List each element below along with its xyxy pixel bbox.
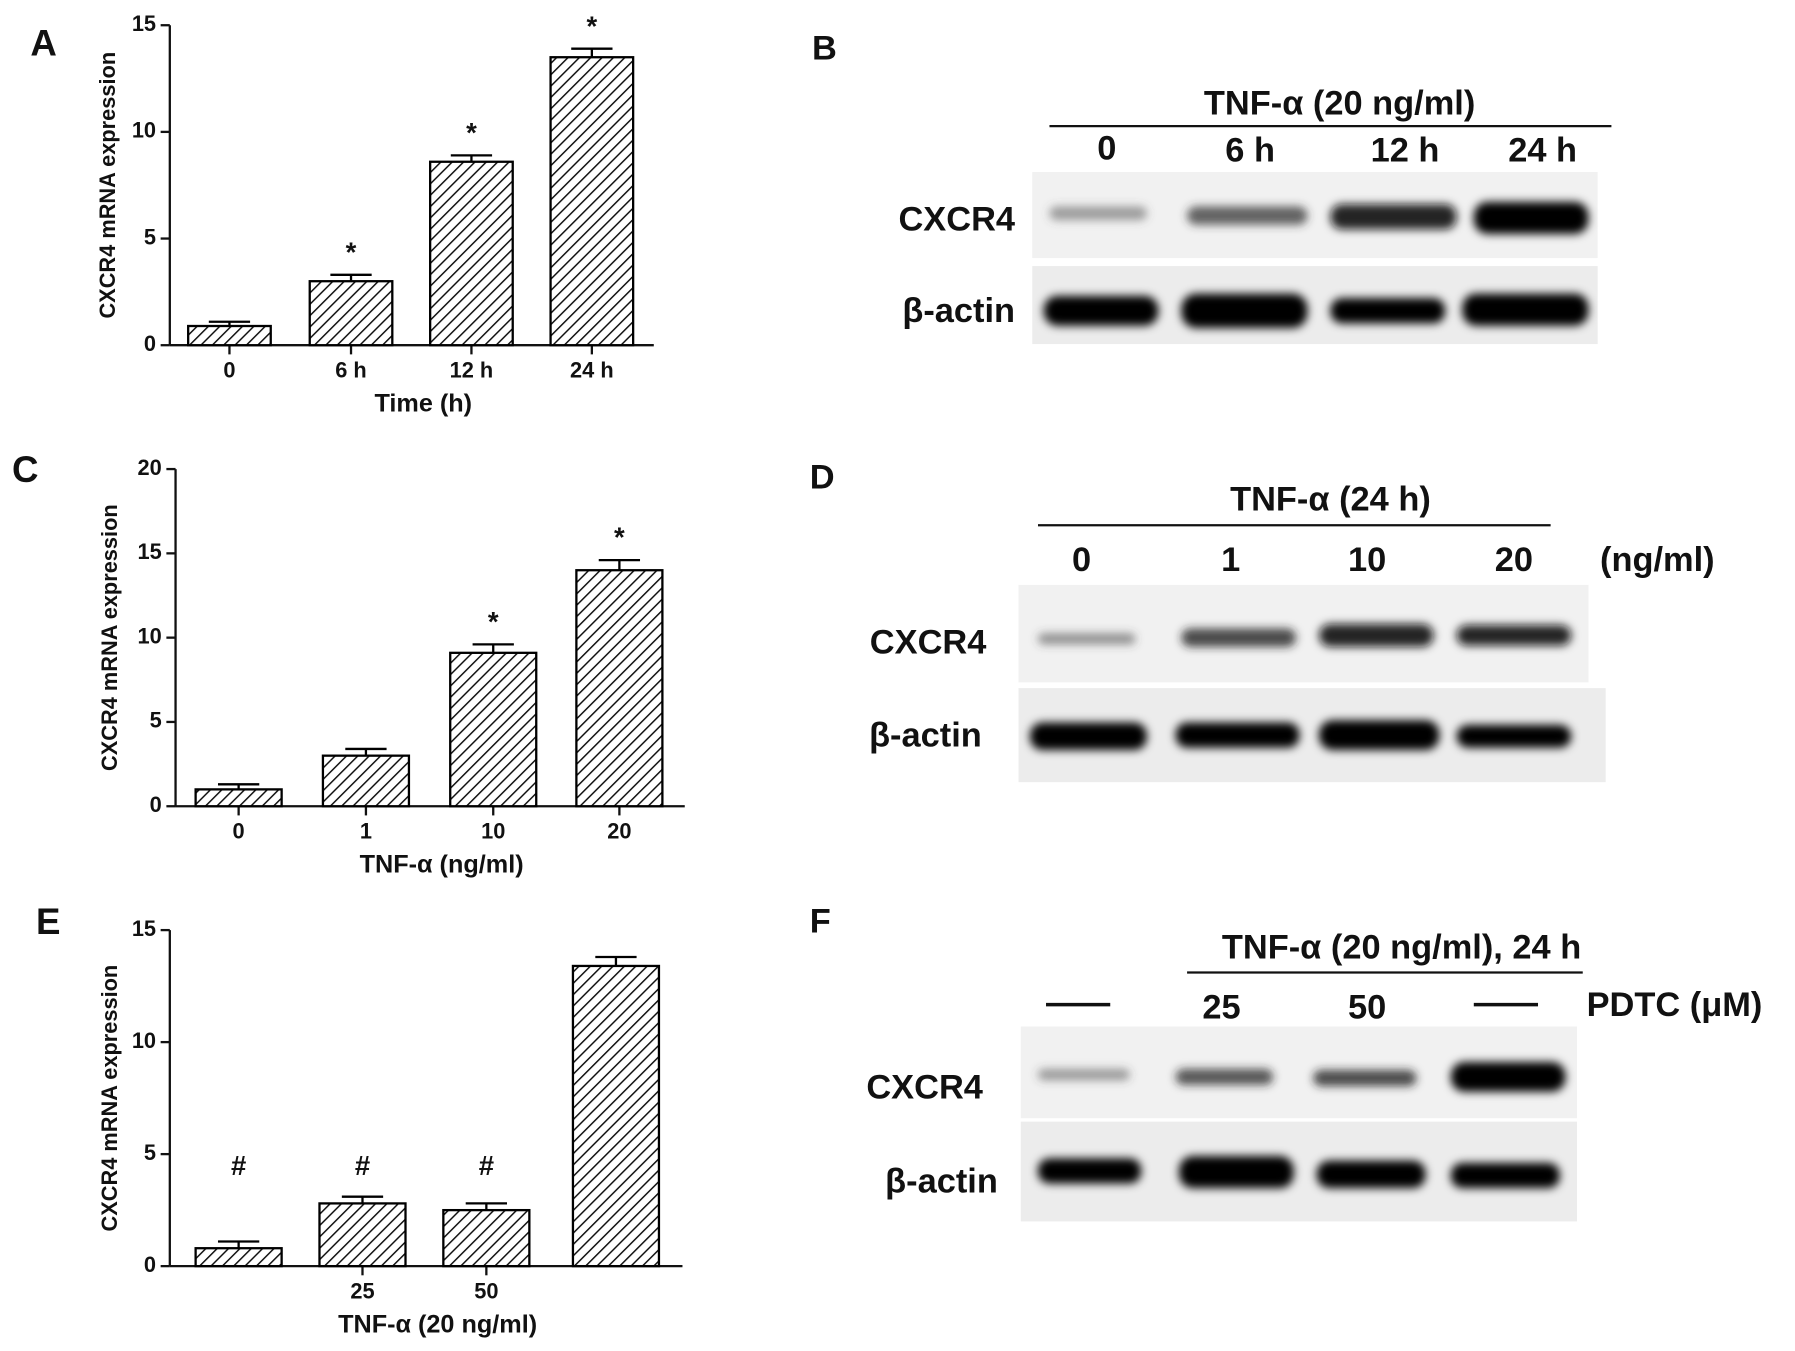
significance-mark: * [466, 117, 477, 148]
error-bar [208, 320, 251, 327]
y-axis-label: CXCR4 mRNA expression [97, 504, 122, 771]
bar [429, 160, 514, 347]
panel-label: E [36, 901, 60, 942]
x-axis-label: TNF-α (ng/ml) [360, 851, 524, 879]
blot-b: B TNF-α (20 ng/ml) 0 6 h 12 h 24 h CXCR4… [812, 30, 1612, 345]
bar [449, 651, 538, 808]
y-tick-label: 0 [150, 792, 162, 817]
bar [442, 1208, 531, 1268]
row-label: β-actin [885, 1163, 998, 1201]
bar [308, 280, 394, 347]
lane-label: 1 [1221, 541, 1240, 579]
x-tick-label: 20 [607, 818, 631, 843]
row-label: β-actin [869, 717, 982, 755]
error-bar [345, 747, 387, 756]
error-bar [465, 1202, 507, 1211]
panel-label: F [810, 902, 831, 940]
panel-label: A [30, 23, 57, 64]
error-bar [450, 154, 493, 162]
row-label: CXCR4 [898, 200, 1015, 238]
blot-header: TNF-α (20 ng/ml) [1204, 85, 1475, 123]
y-tick-label: 5 [150, 708, 162, 733]
y-tick-label: 15 [132, 11, 156, 36]
y-tick-label: 10 [132, 1028, 156, 1053]
significance-mark: * [587, 10, 598, 41]
bar [575, 569, 664, 808]
blot-header: TNF-α (20 ng/ml), 24 h [1222, 929, 1581, 967]
y-tick-label: 20 [138, 455, 162, 480]
row-label: CXCR4 [866, 1069, 983, 1107]
x-tick-label: 0 [223, 357, 235, 382]
y-tick-label: 10 [132, 118, 156, 143]
y-tick-label: 0 [144, 1252, 156, 1277]
lane-label: 0 [1072, 541, 1091, 579]
error-bar [595, 955, 637, 966]
lane-label: 25 [1202, 988, 1240, 1026]
significance-mark: * [346, 236, 357, 267]
row-label: CXCR4 [870, 624, 987, 662]
error-bar [341, 1195, 384, 1204]
bar [194, 1247, 283, 1268]
bar [194, 788, 283, 808]
y-axis-label: CXCR4 mRNA expression [97, 965, 122, 1232]
panel-label: D [810, 458, 835, 496]
bar [318, 1202, 407, 1268]
lane-label: 50 [1348, 988, 1386, 1026]
lane-label: 24 h [1508, 132, 1577, 170]
significance-mark: # [355, 1150, 370, 1181]
x-tick-label: 50 [474, 1278, 498, 1303]
bar [549, 56, 635, 347]
row-label: β-actin [902, 292, 1015, 330]
x-tick-label: 0 [233, 818, 245, 843]
blot-d: D TNF-α (24 h) 0 1 10 20 (ng/ml) CXCR4 β… [810, 458, 1715, 783]
bar [571, 964, 661, 1268]
y-tick-label: 5 [144, 1140, 156, 1165]
x-tick-label: 12 h [450, 357, 494, 382]
lane-label: 0 [1097, 129, 1116, 167]
blot-header: TNF-α (24 h) [1230, 480, 1431, 518]
lane-label: 6 h [1225, 132, 1275, 170]
error-bar [571, 47, 613, 58]
y-tick-label: 15 [132, 916, 156, 941]
x-tick-label: 24 h [570, 357, 614, 382]
y-tick-label: 0 [144, 331, 156, 356]
x-tick-label: 25 [350, 1278, 374, 1303]
significance-mark: * [614, 522, 625, 553]
x-axis-label: TNF-α (20 ng/ml) [338, 1310, 537, 1338]
blot-f: F TNF-α (20 ng/ml), 24 h 25 50 PDTC (μM)… [810, 902, 1763, 1222]
x-tick-label: 10 [481, 818, 505, 843]
panel-label: B [812, 30, 837, 68]
lane-label: 20 [1495, 541, 1533, 579]
unit-label: (ng/ml) [1600, 541, 1715, 579]
x-tick-label: 6 h [335, 357, 366, 382]
error-bar [330, 273, 372, 282]
bar [187, 324, 272, 347]
lane-label: 12 h [1371, 132, 1440, 170]
error-bar [598, 558, 641, 571]
y-tick-label: 10 [138, 623, 162, 648]
bar [321, 754, 411, 808]
x-tick-label: 1 [360, 818, 372, 843]
lane-label: 10 [1348, 541, 1386, 579]
x-axis-label: Time (h) [374, 390, 472, 418]
significance-mark: # [231, 1150, 246, 1181]
error-bar [217, 1240, 260, 1249]
error-bar [217, 783, 260, 790]
significance-mark: * [488, 606, 499, 637]
y-tick-label: 5 [144, 224, 156, 249]
y-axis-label: CXCR4 mRNA expression [95, 52, 120, 319]
error-bar [472, 643, 514, 653]
panel-label: C [12, 449, 39, 490]
unit-label: PDTC (μM) [1587, 986, 1763, 1024]
significance-mark: # [479, 1150, 494, 1181]
y-tick-label: 15 [138, 539, 162, 564]
